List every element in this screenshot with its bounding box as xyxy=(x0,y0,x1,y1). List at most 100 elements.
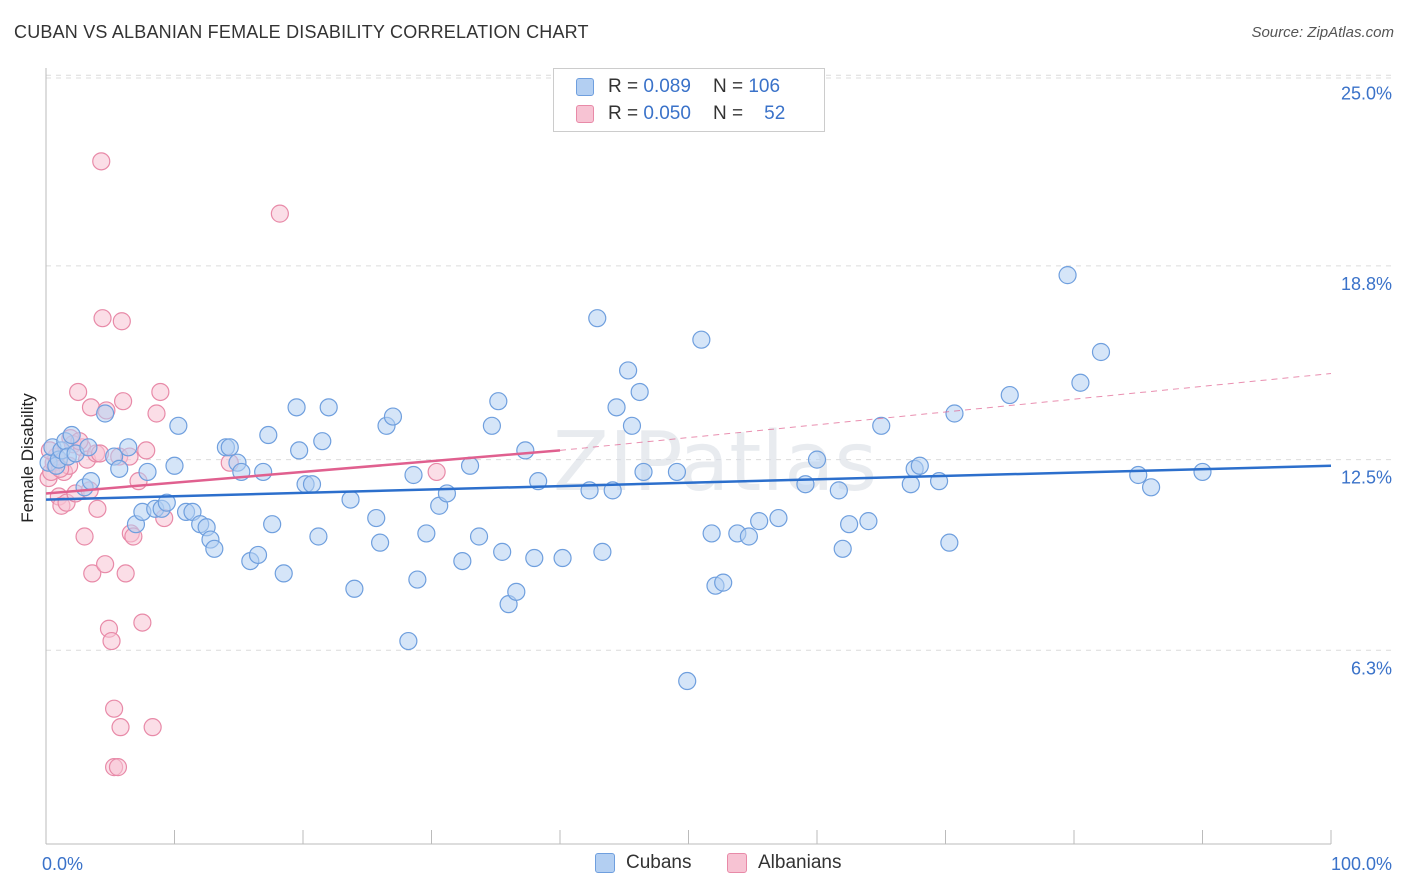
cubans-point xyxy=(81,472,101,491)
albanians-point xyxy=(105,699,124,718)
chart-title: CUBAN VS ALBANIAN FEMALE DISABILITY CORR… xyxy=(14,22,589,42)
cubans-point xyxy=(460,456,480,475)
cubans-point xyxy=(404,465,423,485)
cubans-point xyxy=(901,475,920,494)
cubans-points xyxy=(39,266,1212,691)
albanians-point xyxy=(151,382,170,402)
legend-item-cubans[interactable]: Cubans xyxy=(595,852,692,874)
y-tick-label: 12.5% xyxy=(1341,468,1392,488)
cubans-point xyxy=(507,582,526,601)
albanians-point xyxy=(75,527,94,546)
n-value: 106 xyxy=(748,76,781,97)
cubans-point xyxy=(859,512,878,531)
n-value: 52 xyxy=(764,103,786,124)
albanians-point xyxy=(147,404,166,423)
albanians-swatch-icon xyxy=(576,105,594,123)
r-value: 0.050 xyxy=(643,103,691,124)
cubans-point xyxy=(702,524,721,543)
albanians-point xyxy=(92,152,111,171)
cubans-point xyxy=(630,382,649,402)
cubans-point xyxy=(910,456,929,475)
cubans-point xyxy=(525,548,544,568)
cubans-point xyxy=(807,450,827,469)
cubans-point xyxy=(417,524,436,543)
albanians-trend-extension xyxy=(559,373,1332,451)
cubans-point xyxy=(493,542,512,561)
legend-label: Albanians xyxy=(758,852,842,873)
albanians-point xyxy=(427,462,446,482)
albanians-point xyxy=(93,309,112,328)
cubans-point xyxy=(588,309,607,328)
cubans-point xyxy=(593,542,612,561)
albanians-swatch-icon xyxy=(727,853,747,873)
cubans-point xyxy=(62,425,81,445)
cubans-trend-line xyxy=(45,464,1332,501)
cubans-point xyxy=(341,490,360,509)
x-tick-label: 100.0% xyxy=(1331,854,1392,874)
cubans-point xyxy=(408,570,427,589)
cubans-point xyxy=(1071,373,1090,392)
cubans-point xyxy=(714,573,733,592)
watermark: ZIPatlas xyxy=(553,415,877,510)
cubans-point xyxy=(345,579,364,598)
cubans-point xyxy=(205,539,224,558)
cubans-point xyxy=(603,481,622,500)
cubans-point xyxy=(367,508,386,528)
cubans-point xyxy=(553,548,572,568)
albanians-point xyxy=(83,564,102,583)
cubans-point xyxy=(254,462,273,482)
albanians-point xyxy=(69,382,88,402)
y-tick-label: 18.8% xyxy=(1341,274,1392,294)
cubans-point xyxy=(750,512,769,531)
legend-item-albanians[interactable]: Albanians xyxy=(727,852,841,874)
cubans-point xyxy=(79,438,98,457)
cubans-point xyxy=(453,551,472,571)
cubans-swatch-icon xyxy=(595,853,615,873)
trend-lines xyxy=(45,373,1332,501)
cubans-point xyxy=(309,527,328,546)
cubans-point xyxy=(263,515,282,534)
cubans-point xyxy=(482,416,501,435)
cubans-point xyxy=(489,392,508,411)
cubans-point xyxy=(1141,478,1161,497)
cubans-point xyxy=(872,416,891,435)
albanians-point xyxy=(88,499,107,518)
cubans-point xyxy=(220,438,239,457)
r-label: R = xyxy=(608,76,639,97)
cubans-point xyxy=(138,462,157,482)
albanians-point xyxy=(113,392,133,411)
cubans-point xyxy=(634,462,653,482)
cubans-point xyxy=(829,481,848,500)
cubans-point xyxy=(290,441,309,460)
cubans-point xyxy=(469,527,489,546)
cubans-point xyxy=(248,545,268,565)
legend-label: Cubans xyxy=(626,852,692,873)
cubans-point xyxy=(169,416,188,435)
cubans-point xyxy=(1129,465,1148,485)
cubans-point xyxy=(287,398,306,417)
cubans-point xyxy=(692,330,711,349)
cubans-point xyxy=(1000,385,1019,405)
series-legend: Cubans Albanians xyxy=(0,852,1406,876)
albanians-point xyxy=(108,758,128,777)
cubans-point xyxy=(516,441,535,460)
r-value: 0.089 xyxy=(643,76,691,97)
cubans-point xyxy=(399,631,418,651)
cubans-point xyxy=(678,671,697,691)
cubans-point xyxy=(383,407,403,426)
albanians-point xyxy=(111,718,130,737)
cubans-point xyxy=(96,404,115,423)
cubans-point xyxy=(165,456,184,475)
cubans-point xyxy=(437,484,457,503)
n-label: N = xyxy=(712,76,744,97)
n-label: N = xyxy=(712,103,744,124)
cubans-point xyxy=(607,398,626,417)
cubans-point xyxy=(945,404,964,423)
legend-row-cubans: R = 0.089 N = 106 xyxy=(576,75,780,99)
albanians-point xyxy=(270,204,289,223)
cubans-point xyxy=(840,515,859,534)
y-tick-label: 25.0% xyxy=(1341,83,1392,103)
albanians-point xyxy=(116,564,135,583)
x-tick-label: 0.0% xyxy=(42,854,83,874)
